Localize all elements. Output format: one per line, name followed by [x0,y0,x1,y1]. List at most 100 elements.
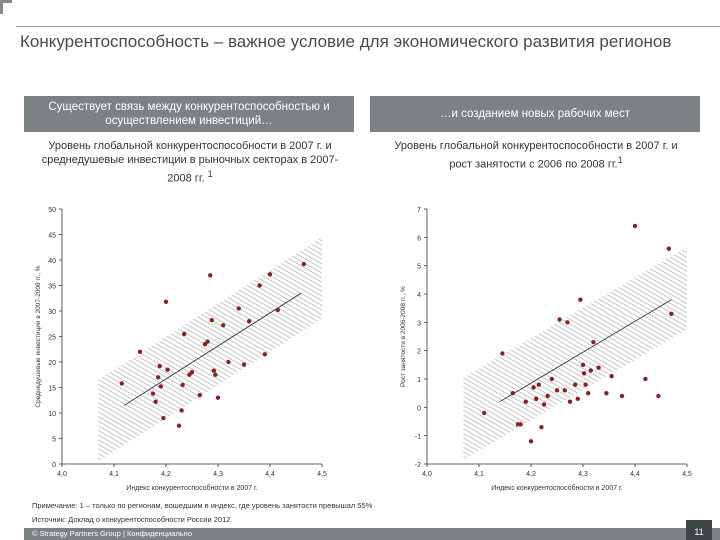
chart1-y-tick-label: 2 [417,349,421,356]
right-chart-title-text: Уровень глобальной конкурентоспособности… [394,140,678,171]
page-number: 11 [686,524,712,540]
chart1-confidence-band [463,247,687,460]
chart0-data-point [208,273,213,278]
chart1-data-point [500,351,505,356]
chart0-data-point [215,395,221,400]
chart0-y-tick-label: 50 [48,207,56,214]
chart0-y-axis-label: Среднедушевые инвестиции в 2007-2008 гг.… [35,265,42,407]
chart0-data-point [157,363,162,369]
chart0-data-point [161,415,166,421]
chart1-data-point [549,376,554,382]
left-chart-title-footnote-mark: 1 [207,169,213,179]
chart0-data-point [221,323,226,328]
page-number-tab [686,520,712,524]
chart0-y-tick-label: 15 [48,386,56,393]
chart1-x-tick-label: 4,5 [682,471,692,478]
chart0-x-axis-label: Индекс конкурентоспособности в 2007 г. [126,484,257,492]
chart1-data-point [539,424,544,430]
chart1-data-point [656,393,661,399]
footnote-source: Источник: Доклад о конкурентоспособности… [32,515,231,524]
chart1-data-point [604,390,609,396]
chart0-trend-line [124,292,302,406]
chart0-data-point [247,319,252,324]
chart1-trend-line [499,299,672,403]
chart1-data-point [583,382,588,387]
chart1-y-tick-label: 5 [417,264,421,271]
left-chart-title-text: Уровень глобальной конкурентоспособности… [41,140,339,185]
chart1-data-point [518,422,523,427]
chart0-data-point [262,352,267,357]
chart0-x-tick-label: 4,0 [57,471,67,478]
chart0-data-point [205,339,210,344]
chart0-data-point [209,317,214,323]
chart0-data-point [180,382,185,388]
chart0-data-point [156,375,161,380]
chart1-data-point [554,388,560,393]
chart1-data-point [580,362,586,368]
chart1-x-axis-label: Индекс конкурентоспособности в 2007 г. [491,484,622,492]
chart1-y-tick-label: -2 [415,462,421,469]
chart0-data-point [153,399,158,404]
chart1-data-point [591,339,596,345]
chart0-data-point [150,391,156,396]
chart1-y-tick-label: -1 [415,434,421,441]
chart1-data-point [581,371,587,376]
chart1-y-axis-label: Рост занятости в 2006-2008 гг., % [400,286,407,387]
chart0-x-tick-label: 4,5 [317,471,327,478]
chart0-confidence-band [98,237,323,462]
chart0-y-tick-label: 35 [48,284,56,291]
chart1-x-tick-label: 4,1 [474,471,484,478]
chart0-y-tick-label: 40 [48,258,56,265]
chart0-data-point [213,372,218,377]
chart1-data-point [586,390,591,396]
chart1-data-point [541,402,547,407]
chart0-data-point [211,368,217,373]
chart0-x-tick-label: 4,4 [265,471,275,478]
footer-bar: © Strategy Partners Group | Конфиденциал… [24,520,720,540]
left-chart-title: Уровень глобальной конкурентоспособности… [40,139,340,186]
chart1-data-point [588,368,593,373]
chart0-data-point [158,384,163,389]
right-chart-title-footnote-mark: 1 [617,155,623,165]
chart0-x-tick-label: 4,2 [161,471,171,478]
chart0-data-point [176,423,182,428]
chart1-data-point [573,382,578,387]
chart0-x-tick-label: 4,1 [109,471,119,478]
chart0-data-point [165,367,170,372]
chart0-y-tick-label: 10 [48,411,56,418]
chart0-data-point [179,408,184,413]
chart0-data-point [119,381,125,386]
right-panel-header: …и созданием новых рабочих мест [370,96,700,132]
corner-bracket-icon [0,0,12,14]
chart1-data-point [669,311,674,317]
chart0-data-point [197,392,202,398]
chart0-y-tick-label: 45 [48,233,56,240]
title-divider [16,26,720,27]
chart0-data-point [163,299,169,305]
chart0-data-point [226,359,231,365]
chart0-data-point [275,307,280,313]
chart1-data-point [666,246,671,251]
chart0-y-tick-label: 5 [52,437,56,444]
chart1-y-tick-label: 6 [417,235,421,242]
chart0-y-tick-label: 25 [48,335,56,342]
chart1-data-point [567,399,573,404]
chart1-data-point [565,320,570,325]
chart1-data-point [596,365,601,370]
chart0-data-point [137,349,143,354]
chart1-data-point [528,439,534,444]
chart1-x-tick-label: 4,4 [630,471,640,478]
chart1-x-tick-label: 4,3 [578,471,588,478]
chart1-data-point [562,388,567,393]
chart0-y-tick-label: 0 [52,462,56,469]
chart1-x-tick-label: 4,2 [526,471,536,478]
right-chart-title: Уровень глобальной конкурентоспособности… [386,139,686,172]
chart0-y-tick-label: 20 [48,360,56,367]
footnote-note: Примечание: 1 – только по регионам, воше… [32,501,373,510]
chart1-data-point [575,396,580,402]
chart1-data-point [643,376,648,382]
chart1-data-point [578,297,583,302]
chart1-data-point [531,385,536,390]
